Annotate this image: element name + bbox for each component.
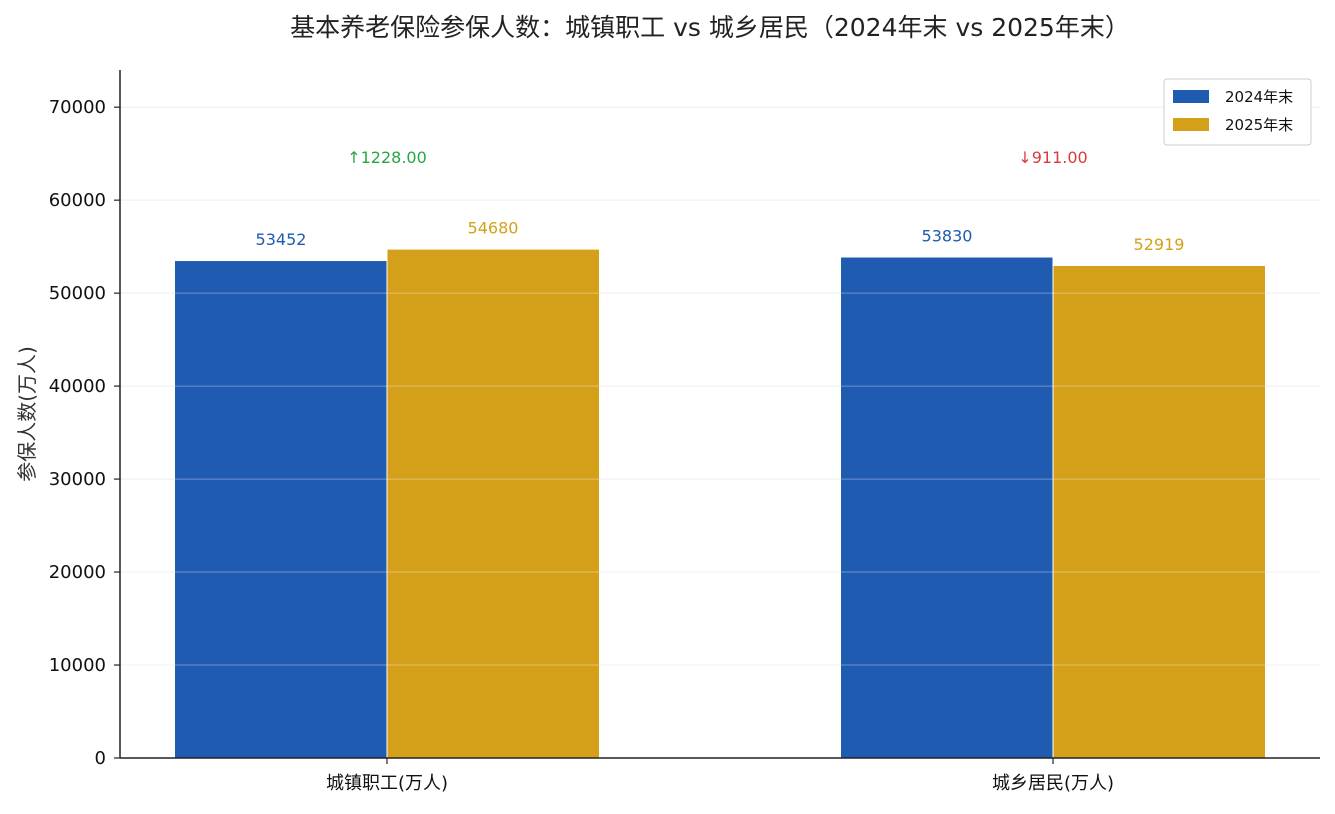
legend: 2024年末 2025年末 <box>1163 78 1312 146</box>
y-tick-label: 30000 <box>49 469 106 490</box>
y-tick-label: 40000 <box>49 376 106 397</box>
y-axis-label: 参保人数(万人) <box>15 346 39 482</box>
y-tick-label: 10000 <box>49 655 106 676</box>
bar <box>175 261 387 758</box>
bar <box>841 257 1053 758</box>
chart-title: 基本养老保险参保人数：城镇职工 vs 城乡居民（2024年末 vs 2025年末… <box>290 13 1130 42</box>
bar-value-label: 52919 <box>1134 235 1185 254</box>
legend-swatch <box>1173 90 1209 103</box>
change-label: ↓911.00 <box>1018 148 1087 167</box>
data-labels: 53452 53830 54680 52919 ↑1228.00 ↓911.00 <box>256 148 1185 254</box>
bar-value-label: 54680 <box>468 219 519 238</box>
y-tick-label: 70000 <box>49 97 106 118</box>
bars <box>120 106 1320 758</box>
legend-label: 2025年末 <box>1225 116 1293 134</box>
legend-label: 2024年末 <box>1225 88 1293 106</box>
y-tick-label: 20000 <box>49 562 106 583</box>
bar-value-label: 53830 <box>922 227 973 246</box>
y-tick-label: 60000 <box>49 190 106 211</box>
y-tick-label: 50000 <box>49 283 106 304</box>
axes: 0 10000 20000 30000 40000 50000 60000 70000 城镇职工… <box>49 70 1320 794</box>
y-tick-label: 0 <box>95 748 106 769</box>
bar <box>1053 265 1265 758</box>
change-label: ↑1228.00 <box>347 148 427 167</box>
x-tick-label: 城乡居民(万人) <box>992 773 1114 794</box>
bar-value-label: 53452 <box>256 230 307 249</box>
legend-swatch <box>1173 118 1209 131</box>
bar <box>387 249 599 758</box>
x-tick-label: 城镇职工(万人) <box>326 773 448 794</box>
